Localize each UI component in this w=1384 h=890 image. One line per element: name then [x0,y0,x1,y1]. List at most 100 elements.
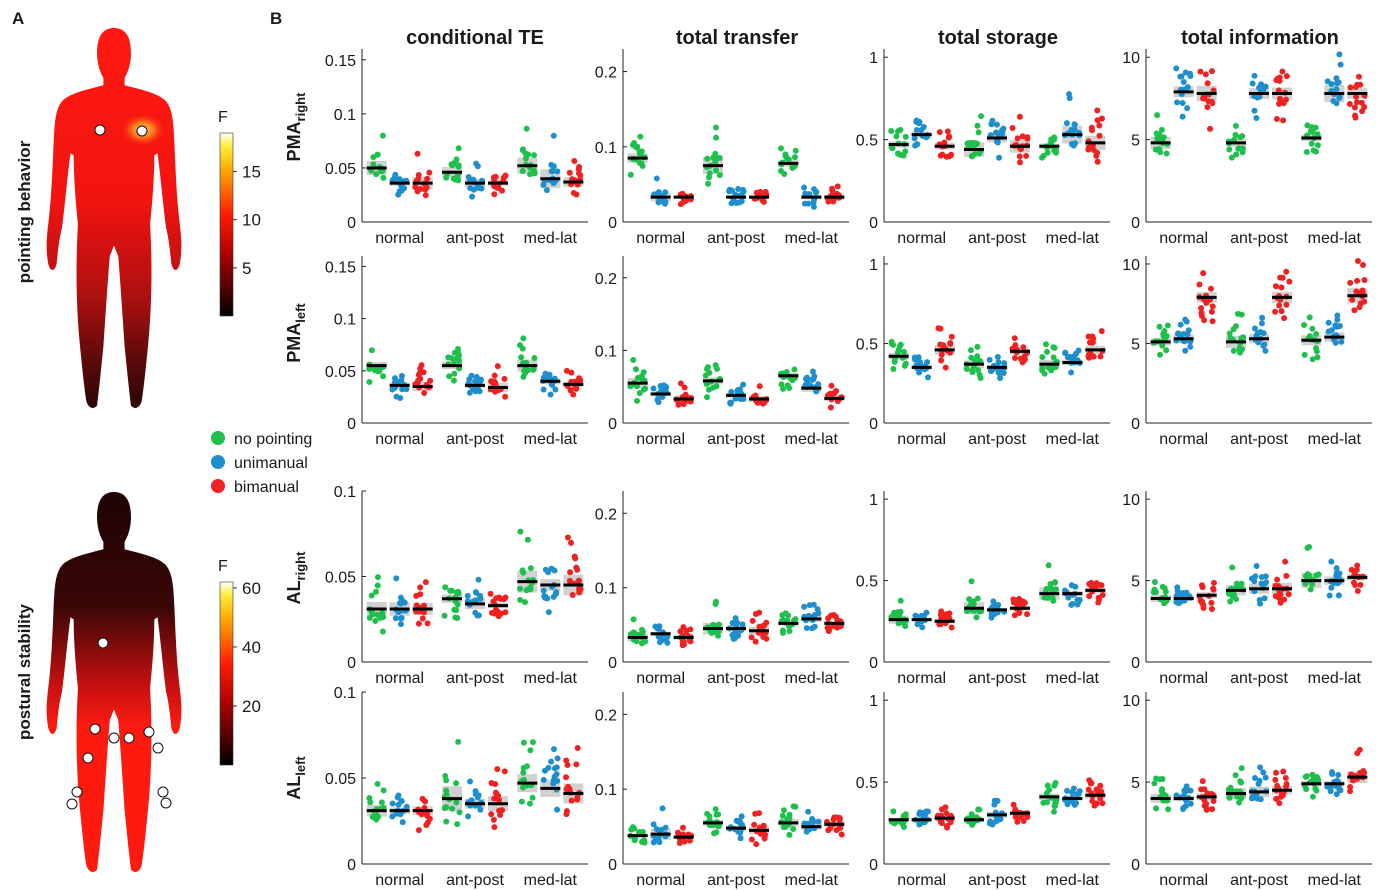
data-point [371,365,378,372]
y-tick-label: 5 [1131,574,1140,591]
data-point [1352,114,1359,121]
data-point [655,625,662,632]
data-point [1226,330,1233,337]
data-point [1165,806,1172,813]
data-point [1050,597,1057,604]
data-point [943,611,950,618]
data-point [491,378,498,385]
data-point [655,189,662,196]
data-point [1047,580,1054,587]
data-point [810,818,817,825]
data-point [1180,804,1187,811]
data-point [631,837,638,844]
data-point [736,817,743,824]
data-point [1152,589,1159,596]
data-point [493,595,500,602]
data-point [902,360,909,367]
data-point [1259,314,1266,321]
data-point [1204,104,1211,111]
data-point [1181,591,1188,598]
data-point [682,198,689,205]
data-point [1098,328,1105,335]
data-point [759,400,766,407]
data-point [414,150,421,157]
data-point [1014,135,1021,142]
data-point [531,355,538,362]
data-point [716,172,723,179]
data-point [519,168,526,175]
data-point [1313,777,1320,784]
data-point [373,816,380,823]
data-point [976,371,983,378]
data-point [1229,564,1236,571]
data-point [1227,598,1234,605]
data-point [392,615,399,622]
data-point [948,624,955,631]
data-point [1239,149,1246,156]
data-point [893,133,900,140]
data-point [451,370,458,377]
y-tick-label: 0.1 [334,312,356,329]
data-point [1208,98,1215,105]
data-point [1251,72,1258,79]
data-point [1251,107,1258,114]
data-point [716,154,723,161]
data-point [502,594,509,601]
data-point [1257,796,1264,803]
data-point [1283,572,1290,579]
data-point [740,395,747,402]
y-tick-label: 0.2 [595,707,617,724]
data-point [1197,68,1204,75]
data-point [1258,320,1265,327]
data-point [553,771,560,778]
data-point [373,588,380,595]
data-point [676,840,683,847]
data-point [967,347,974,354]
data-point [988,614,995,621]
data-point [517,528,524,535]
data-point [566,169,573,176]
data-point [654,396,661,403]
data-point [749,617,756,624]
data-point [1020,817,1027,824]
data-point [1016,159,1023,166]
data-point [1232,772,1239,779]
data-point [1309,793,1316,800]
data-point [1283,73,1290,80]
data-point [456,809,463,816]
data-point [1087,350,1094,357]
data-point [520,784,527,791]
data-point [1334,312,1341,319]
x-tick-label: med-lat [1046,872,1100,889]
data-point [1182,347,1189,354]
y-tick-label: 0.1 [334,685,356,702]
y-tick-label: 0.5 [856,574,878,591]
data-point [1068,789,1075,796]
data-point [1044,149,1051,156]
data-point [1024,611,1031,618]
data-point [1312,124,1319,131]
data-point [650,385,657,392]
data-point [939,151,946,158]
data-point [1044,799,1051,806]
column-title-total-storage: total storage [938,27,1058,49]
data-point [451,176,458,183]
data-point [554,755,561,762]
x-tick-label: med-lat [524,872,578,889]
legend-label: no pointing [234,431,312,448]
data-point [1280,768,1287,775]
data-point [420,609,427,616]
data-point [443,777,450,784]
colorbar-tick-label: 60 [242,579,261,598]
data-point [1071,121,1078,128]
data-point [1349,296,1356,303]
data-point [978,113,985,120]
data-point [914,621,921,628]
subplot: 0 0.5 1 normal ant-post med-lat [856,692,1110,889]
subplot: 0 0.05 0.1 0.15 normal ant-post med-lat [325,256,588,448]
data-point [399,819,406,826]
data-point [923,609,930,616]
data-point [1313,148,1320,155]
data-point [659,805,666,812]
data-point [1353,566,1360,573]
